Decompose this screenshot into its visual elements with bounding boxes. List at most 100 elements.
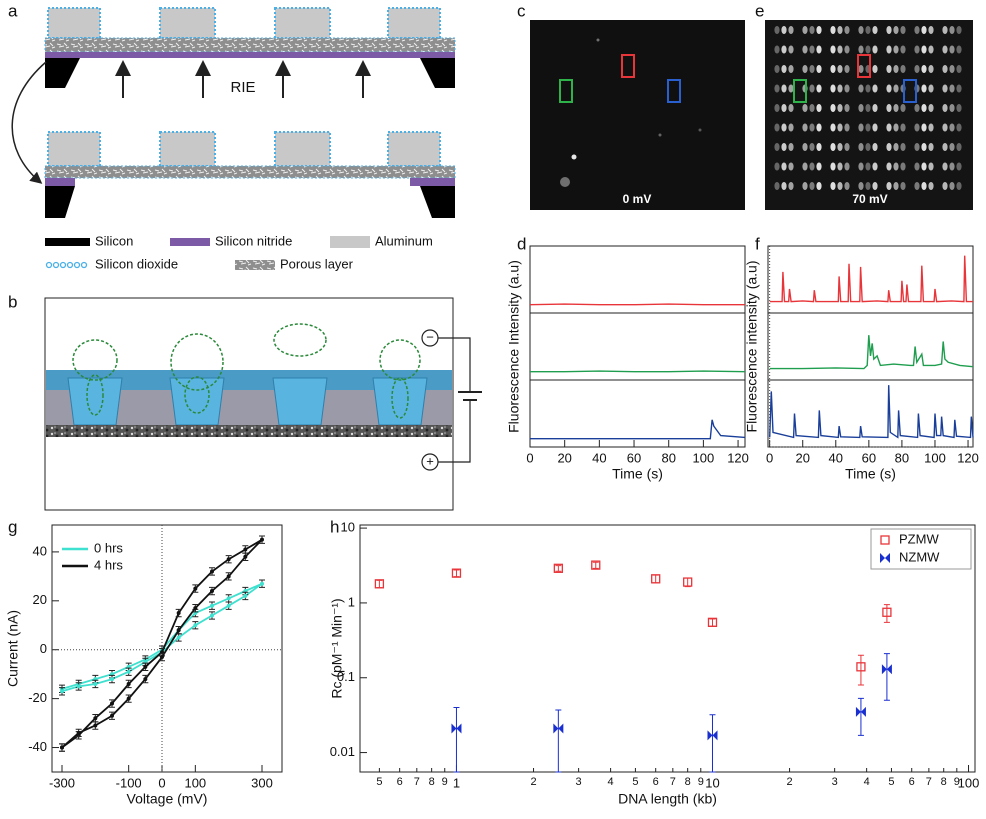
spot [830,45,836,54]
x-tick-label: 5 [888,776,894,788]
marker [855,706,866,717]
spot [830,84,836,93]
spot [956,123,962,132]
process-label: RIE [230,79,255,96]
spot [774,65,780,73]
spot [802,162,808,171]
spot [865,123,871,132]
spot [865,84,871,93]
x-tick-label: 1 [453,775,460,790]
image-e: 70 mV [765,20,973,210]
spot [809,162,815,171]
plot-frame [359,524,976,773]
x-tick-label: 9 [698,776,704,788]
spot [858,143,864,151]
image-label: 0 mV [623,192,652,206]
y-tick-label: 1 [348,594,355,609]
spot [921,45,927,54]
marker [126,681,131,686]
spot [900,143,906,151]
spot [781,26,787,34]
error-bar [883,604,890,623]
spot [858,84,864,93]
error-bar [453,569,460,578]
spot [830,143,836,151]
spot [560,177,570,187]
spot [865,104,871,112]
spot [816,123,822,132]
spot [956,182,962,190]
spot [837,182,843,190]
spot [900,65,906,73]
spot [809,65,815,73]
spot [886,182,892,190]
spot [900,123,906,132]
marker [451,723,462,734]
x-tick-label: 0 [526,450,533,465]
legend-label: Silicon nitride [215,233,292,248]
spot [949,182,955,190]
x-tick-label: 60 [627,450,641,465]
panel-label: h [330,517,339,536]
x-tick-label: 2 [787,776,793,788]
spot [921,162,927,171]
spot [928,182,934,190]
spot [809,143,815,151]
spot [942,84,948,93]
spot [802,65,808,73]
spot [928,143,934,151]
spot [858,182,864,190]
y-tick-label: 0.1 [337,669,355,684]
spot [571,154,577,160]
x-tick-label: 20 [795,450,809,465]
spot [781,45,787,54]
spot [949,84,955,93]
x-axis-label: DNA length (kb) [618,791,717,807]
x-tick-label: 7 [926,776,932,788]
y-tick-label: 0.01 [330,744,355,759]
panel-label: b [8,292,17,311]
plot-frame [529,245,746,314]
legend-label: Silicon [95,233,133,248]
x-tick-label: 6 [653,776,659,788]
series-line [529,303,745,306]
spot [809,104,815,112]
spot [809,182,815,190]
spot [949,162,955,171]
error-bar [652,574,659,584]
marker [226,603,231,608]
marker [707,617,718,627]
spot [788,182,794,190]
image-c: 0 mV [530,20,745,210]
spot [942,104,948,112]
spot [914,143,920,151]
panel-label: d [517,234,526,253]
x-tick-label: 5 [376,776,382,788]
marker [856,662,866,672]
spot [872,65,878,73]
marker [243,593,248,598]
y-tick-label: 20 [33,592,47,607]
spot [893,84,899,93]
spot [774,123,780,132]
spot [844,123,850,132]
spot [865,182,871,190]
spot [781,182,787,190]
spot [900,162,906,171]
spot [774,143,780,151]
spot [865,26,871,34]
error-bar [857,654,864,686]
x-tick-label: 100 [924,450,946,465]
y-tick-label: 40 [33,543,47,558]
legend-swatch [880,535,890,545]
spot [788,143,794,151]
spot [949,45,955,54]
spot [872,143,878,151]
marker [126,669,131,674]
spot [956,104,962,112]
error-bar [453,707,460,773]
spot [816,162,822,171]
spot [928,45,934,54]
spot [928,104,934,112]
